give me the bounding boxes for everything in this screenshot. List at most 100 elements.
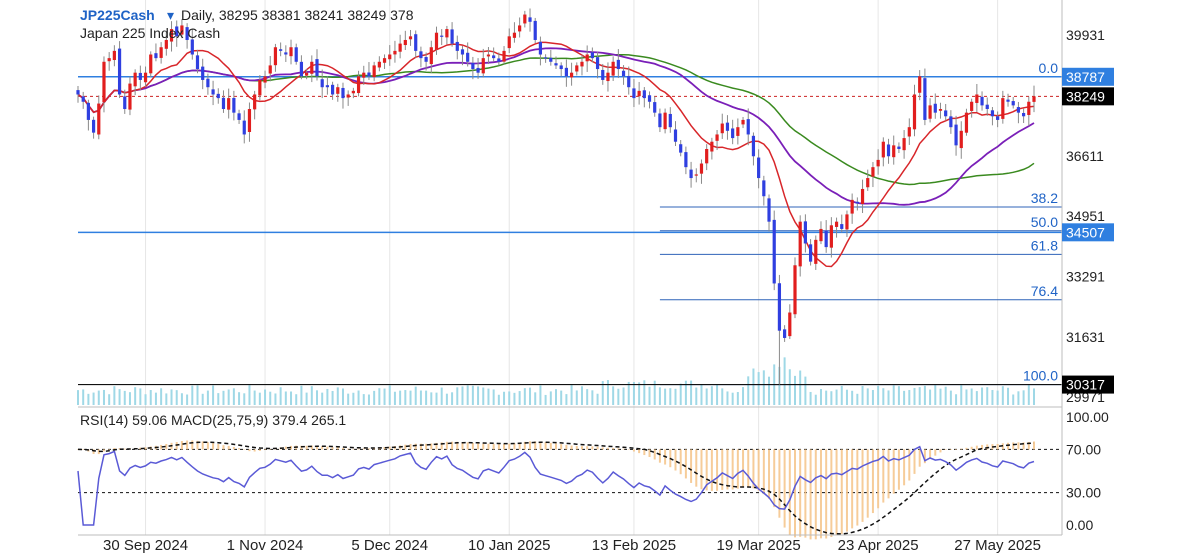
macd-hist-bar — [425, 443, 428, 450]
volume-bar — [196, 385, 199, 405]
candle-body — [725, 122, 730, 131]
volume-bar — [186, 394, 189, 405]
candle-body — [834, 221, 839, 227]
macd-hist-bar — [238, 448, 241, 450]
price-tag-1: 38249 — [1066, 88, 1105, 104]
volume-bar — [1001, 386, 1004, 405]
volume-bar — [508, 391, 511, 405]
macd-hist-bar — [310, 445, 313, 450]
candle-body — [975, 94, 979, 103]
macd-hist-bar — [419, 443, 422, 450]
macd-hist-bar — [897, 449, 900, 490]
volume-bar — [336, 387, 339, 405]
macd-hist-bar — [871, 449, 874, 514]
volume-bar — [612, 386, 615, 405]
volume-bar — [154, 392, 157, 405]
candle-body — [710, 141, 714, 152]
macd-hist-bar — [191, 440, 194, 450]
candle-body — [590, 52, 594, 59]
candle-body — [850, 199, 854, 214]
candle-body — [263, 76, 267, 83]
candle-body — [938, 109, 943, 111]
candle-body — [1011, 101, 1015, 106]
volume-bar — [82, 389, 85, 405]
volume-bar — [92, 392, 95, 405]
macd-signal-line — [77, 441, 1035, 535]
candle-body — [746, 119, 750, 135]
date-label-4: 13 Feb 2025 — [592, 537, 676, 554]
candle-body — [206, 78, 210, 88]
volume-bar — [799, 370, 802, 405]
volume-bar — [445, 393, 448, 405]
macd-hist-bar — [788, 449, 791, 535]
volume-bar — [134, 387, 137, 405]
candle-body — [788, 312, 792, 337]
candle-body — [866, 178, 870, 188]
volume-bar — [477, 386, 480, 405]
macd-hist-bar — [653, 449, 656, 460]
volume-bar — [492, 389, 495, 405]
candle-body — [273, 47, 278, 66]
volume-bar — [643, 380, 646, 405]
date-label-3: 10 Jan 2025 — [468, 537, 551, 554]
candle-body — [876, 159, 880, 167]
volume-bar — [497, 394, 500, 405]
chevron-down-icon[interactable]: ▾ — [167, 7, 174, 23]
volume-bar — [783, 357, 786, 405]
macd-hist-bar — [165, 443, 168, 450]
symbol-label[interactable]: JP225Cash — [80, 7, 155, 23]
volume-bar — [404, 390, 407, 405]
volume-bar — [544, 394, 547, 405]
volume-bar — [373, 390, 376, 405]
candle-body — [892, 145, 896, 158]
macd-hist-bar — [913, 449, 916, 474]
date-label-6: 23 Apr 2025 — [838, 537, 919, 554]
candle-body — [1006, 99, 1010, 102]
price-tick-0: 39931 — [1066, 27, 1105, 43]
macd-hist-bar — [118, 448, 121, 450]
candle-body — [912, 94, 917, 130]
macd-hist-bar — [248, 449, 251, 452]
candle-body — [138, 72, 142, 80]
volume-bar — [851, 390, 854, 405]
macd-hist-bar — [414, 443, 417, 450]
macd-hist-bar — [783, 449, 786, 528]
volume-bar — [965, 389, 968, 405]
candle-body — [258, 79, 262, 96]
volume-bar — [305, 392, 308, 405]
candle-body — [424, 57, 428, 62]
candle-body — [117, 48, 122, 95]
macd-hist-bar — [757, 449, 760, 491]
volume-bar — [560, 390, 563, 405]
candle-body — [673, 129, 678, 142]
macd-hist-bar — [960, 448, 963, 450]
volume-bar — [762, 370, 765, 405]
macd-hist-bar — [934, 449, 937, 456]
candle-body — [497, 58, 501, 62]
fib-label-4: 76.4 — [1031, 283, 1058, 299]
macd-hist-bar — [451, 441, 454, 450]
macd-hist-bar — [539, 441, 542, 450]
macd-hist-bar — [627, 449, 630, 450]
volume-bar — [1017, 391, 1020, 405]
macd-hist-bar — [986, 444, 989, 450]
candle-body — [372, 65, 376, 78]
candle-body — [829, 225, 833, 248]
candle-body — [253, 94, 257, 110]
candle-body — [959, 130, 963, 149]
macd-hist-bar — [388, 446, 391, 450]
candle-body — [985, 104, 989, 110]
volume-bar — [877, 385, 880, 405]
candle-body — [393, 50, 397, 55]
price-tick-1: 36611 — [1066, 148, 1104, 164]
volume-bar — [331, 390, 334, 405]
volume-bar — [466, 385, 469, 405]
candle-body — [798, 221, 802, 267]
candle-body — [128, 83, 132, 110]
volume-bar — [321, 392, 324, 405]
macd-hist-bar — [996, 443, 999, 450]
candle-body — [684, 152, 688, 168]
candle-body — [902, 138, 906, 151]
